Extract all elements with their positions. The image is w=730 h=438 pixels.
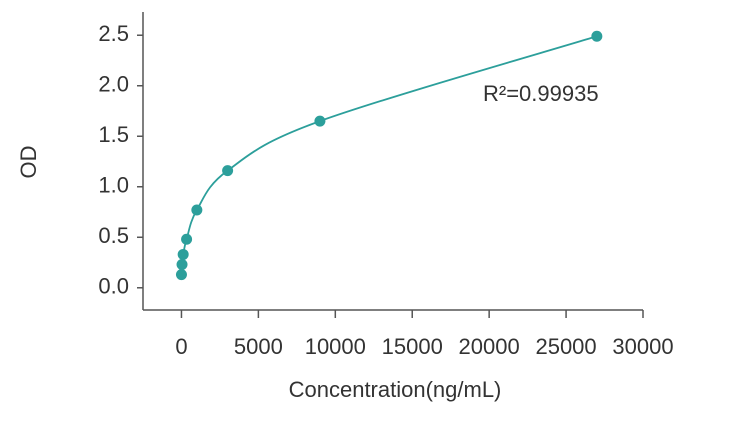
data-point: [181, 233, 193, 245]
fit-curve: [180, 35, 598, 275]
x-tick-label: 15000: [382, 334, 443, 359]
data-point: [177, 248, 189, 260]
data-point: [222, 165, 234, 177]
x-tick-label: 5000: [234, 334, 283, 359]
x-tick-label: 20000: [459, 334, 520, 359]
y-tick-label: 1.0: [98, 173, 129, 198]
x-axis-label: Concentration(ng/mL): [289, 377, 502, 402]
x-tick-label: 10000: [305, 334, 366, 359]
data-point: [314, 115, 326, 127]
y-tick-label: 2.5: [98, 21, 129, 46]
x-tick-label: 0: [175, 334, 187, 359]
annotation: R²=0.99935: [483, 81, 599, 106]
data-point: [191, 204, 203, 216]
y-axis-label: OD: [16, 146, 41, 179]
data-point: [176, 259, 188, 271]
x-tick-label: 30000: [612, 334, 673, 359]
y-tick-label: 0.0: [98, 274, 129, 299]
data-point: [591, 30, 603, 42]
x-tick-label: 25000: [535, 334, 596, 359]
y-tick-label: 1.5: [98, 122, 129, 147]
y-tick-label: 0.5: [98, 223, 129, 248]
y-tick-label: 2.0: [98, 72, 129, 97]
data-point: [175, 269, 187, 281]
